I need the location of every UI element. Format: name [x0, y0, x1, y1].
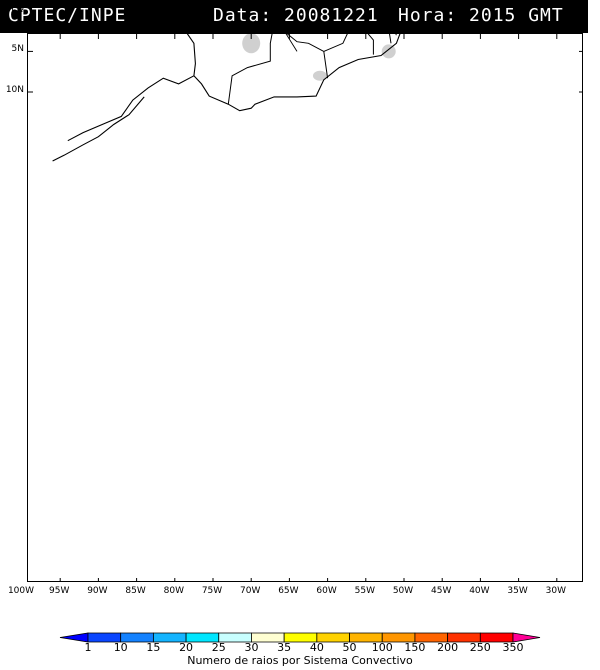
- map-frame: [27, 33, 583, 582]
- lon-label: 40W: [469, 586, 490, 596]
- source-label: CPTEC/INPE: [8, 5, 127, 26]
- colorbar-level-label: 10: [113, 641, 128, 654]
- colorbar: [59, 632, 541, 643]
- lon-label: 30W: [545, 586, 566, 596]
- lon-label: 95W: [49, 586, 70, 596]
- lon-label: 100W: [7, 586, 35, 596]
- coastline-layer: [52, 34, 401, 162]
- colorbar-swatch: [512, 632, 541, 643]
- colorbar-level-label: 30: [244, 641, 259, 654]
- colorbar-level-label: 100: [371, 641, 393, 654]
- colorbar-level-label: 200: [437, 641, 459, 654]
- time-label: Hora: 2015 GMT: [398, 5, 564, 26]
- colorbar-level-label: 350: [502, 641, 524, 654]
- lat-label: 10N: [5, 85, 24, 95]
- map-canvas: [28, 34, 582, 581]
- colorbar-level-label: 250: [469, 641, 491, 654]
- lon-label: 90W: [87, 586, 108, 596]
- lon-label: 70W: [240, 586, 261, 596]
- lon-label: 75W: [201, 586, 223, 596]
- colorbar-level-label: 35: [277, 641, 292, 654]
- lat-label: EQ: [11, 3, 24, 14]
- frame-ticks: [28, 34, 582, 581]
- map-header: CPTEC/INPE Data: 20081221 Hora: 2015 GMT: [0, 0, 588, 33]
- lon-label: 35W: [507, 586, 528, 596]
- colorbar-level-label: 25: [211, 641, 226, 654]
- lon-label: 55W: [354, 586, 375, 596]
- lon-label: 80W: [163, 586, 184, 596]
- colorbar-level-label: 150: [404, 641, 426, 654]
- colorbar-level-label: 1: [84, 641, 92, 654]
- lat-label: 5N: [11, 44, 24, 55]
- country-borders: [227, 34, 397, 105]
- colorbar-level-label: 50: [342, 641, 357, 654]
- lon-label: 60W: [316, 586, 337, 596]
- lon-label: 50W: [392, 586, 414, 596]
- lon-label: 85W: [125, 586, 146, 596]
- colorbar-level-label: 40: [309, 641, 324, 654]
- colorbar-level-label: 20: [179, 641, 194, 654]
- colorbar-title: Numero de raios por Sistema Convectivo: [187, 654, 413, 667]
- lon-label: 65W: [278, 586, 299, 596]
- lon-label: 45W: [431, 586, 452, 596]
- colorbar-level-label: 15: [146, 641, 161, 654]
- date-label: Data: 20081221: [213, 5, 379, 26]
- cloud-cover: [242, 34, 396, 81]
